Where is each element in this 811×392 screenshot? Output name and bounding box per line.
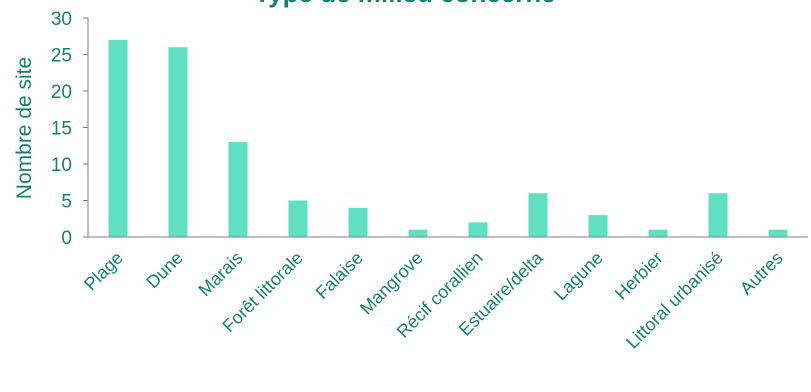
x-tick-label: Falaise <box>312 248 367 303</box>
x-tick-label: Autres <box>736 248 787 299</box>
bar <box>348 207 368 237</box>
bar <box>168 47 188 238</box>
x-tick-label: Herbier <box>611 248 667 304</box>
y-tick-label: 15 <box>51 119 72 140</box>
y-tick-label: 5 <box>61 192 72 213</box>
bar <box>468 222 488 237</box>
y-tick-label: 20 <box>51 82 72 103</box>
y-tick-label: 10 <box>51 155 72 176</box>
x-tick-label: Lagune <box>550 248 607 305</box>
y-tick-label: 25 <box>51 46 72 67</box>
bar <box>588 215 608 237</box>
bar <box>708 193 728 237</box>
x-tick-label: Plage <box>80 248 127 295</box>
x-tick-label: Dune <box>142 248 187 293</box>
y-axis-ticks: 0 5 10 15 20 25 30 <box>51 9 88 249</box>
y-axis-label: Nombre de site <box>13 57 36 199</box>
bars <box>108 39 788 238</box>
chart-title: Type de milieu concerné <box>254 0 556 8</box>
bar <box>288 200 308 237</box>
bar <box>528 193 548 237</box>
bar <box>108 39 128 238</box>
x-tick-label: Marais <box>194 248 246 300</box>
bar <box>648 229 668 237</box>
y-tick-label: 0 <box>61 228 72 249</box>
bar <box>228 142 248 237</box>
bar <box>768 229 788 237</box>
bar <box>408 229 428 237</box>
y-tick-label: 30 <box>51 9 72 30</box>
